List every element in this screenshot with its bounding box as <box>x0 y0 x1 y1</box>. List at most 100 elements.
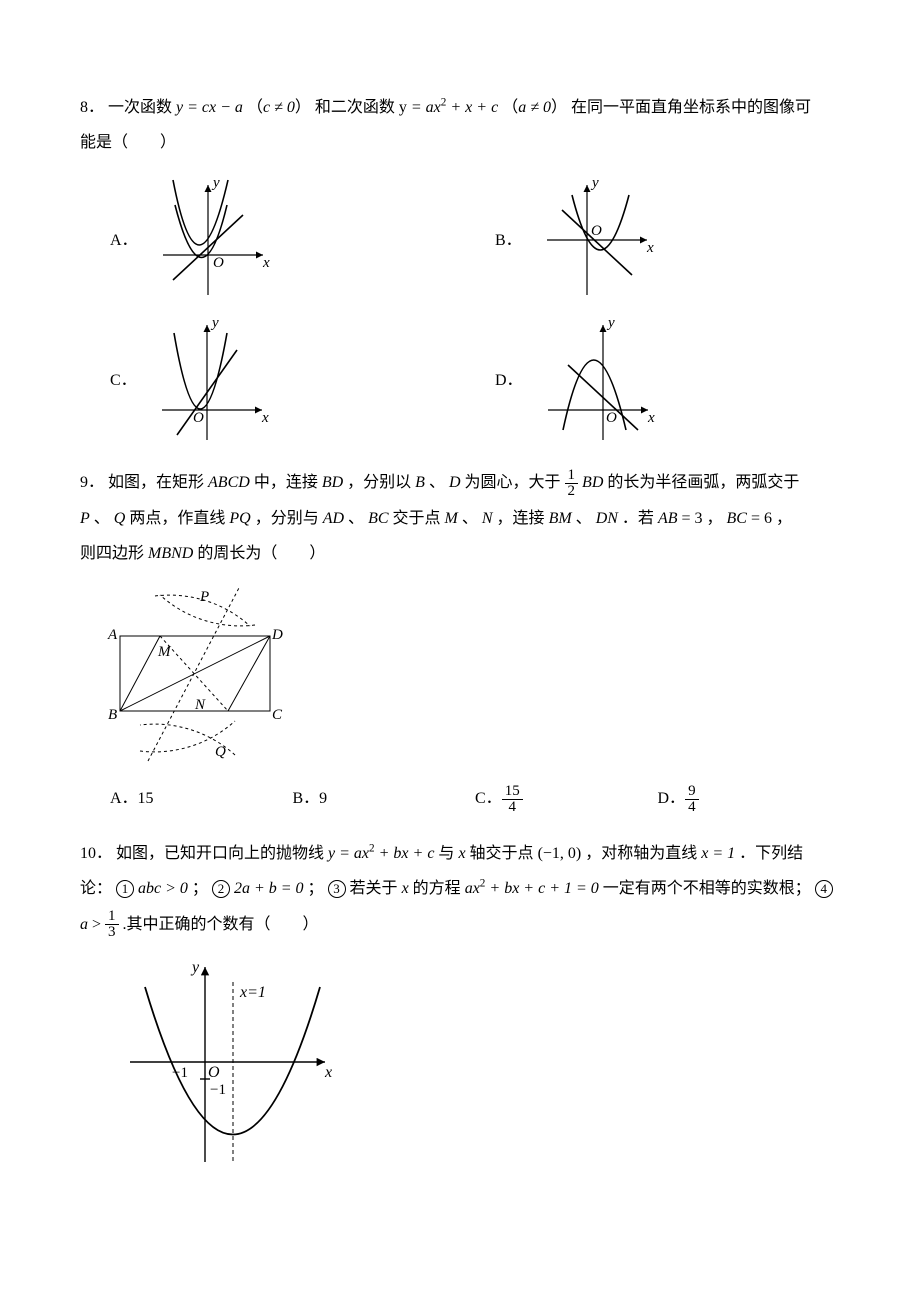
opt-a-label: A． <box>110 223 138 258</box>
question-10: 10． 如图，已知开口向上的抛物线 y = ax2 + bx + c 与 x 轴… <box>80 836 840 1172</box>
q8-cond1-close: ） <box>295 99 311 116</box>
q10-t4: ，对称轴为直线 <box>585 845 701 862</box>
q8-option-b: B． y x O <box>495 175 840 305</box>
q10-line2: 论： 1 abc > 0 ； 2 2a + b = 0 ； 3 若关于 x 的方… <box>80 871 840 906</box>
q8-cond1: c ≠ 0 <box>263 99 295 116</box>
q10-number: 10． <box>80 845 112 862</box>
q9-mbnd: MBND <box>148 545 193 562</box>
q8-option-c: C． y x O <box>110 315 455 445</box>
q9-t9: ，分别与 <box>255 510 323 527</box>
q9-m: M <box>445 510 458 527</box>
question-9: 9． 如图，在矩形 ABCD 中，连接 BD ，分别以 B 、 D 为圆心，大于… <box>80 465 840 816</box>
svg-text:Q: Q <box>215 744 226 760</box>
svg-text:O: O <box>591 223 602 239</box>
q10-eq2: x = 1 <box>701 845 735 862</box>
svg-text:x: x <box>646 240 654 256</box>
q10-t5: ．下列结 <box>739 845 803 862</box>
svg-text:x: x <box>647 410 655 426</box>
q9-t4: 、 <box>429 474 445 491</box>
q9-q: Q <box>114 510 126 527</box>
svg-text:P: P <box>199 589 209 605</box>
q10-pt: (−1, 0) <box>538 845 582 862</box>
q9-eq2: = 6 <box>747 510 772 527</box>
svg-text:y: y <box>211 175 220 191</box>
q10-eq1: y = ax2 + bx + c <box>328 845 434 862</box>
q9-opt-b: B．9 <box>293 781 476 816</box>
q9-t3: ，分别以 <box>347 474 415 491</box>
svg-text:x: x <box>324 1064 332 1081</box>
q8-mid: 和二次函数 <box>315 99 399 116</box>
q8-option-d: D． y x O <box>495 315 840 445</box>
q9-t4c: 、 <box>462 510 478 527</box>
q9-l3b: 的周长为（ ） <box>197 545 325 562</box>
q9-text-line2: P 、 Q 两点，作直线 PQ ，分别与 AD 、 BC 交于点 M 、 N ，… <box>80 501 840 536</box>
q10-t2: 与 <box>438 845 458 862</box>
q10-l2a: 论： <box>80 880 112 897</box>
q9-t11: ，连接 <box>497 510 549 527</box>
svg-text:M: M <box>157 644 172 660</box>
question-8: 8． 一次函数 y = cx − a （c ≠ 0） 和二次函数 y = ax2… <box>80 90 840 445</box>
q8-line2: 能是（ ） <box>80 125 840 160</box>
q9-opt-c: C．154 <box>475 781 658 816</box>
svg-text:y: y <box>190 959 200 976</box>
q9-half: 12 <box>565 468 579 499</box>
q10-s3a: 若关于 <box>346 880 402 897</box>
q9-t2: 中，连接 <box>254 474 322 491</box>
svg-text:N: N <box>194 697 206 713</box>
svg-text:O: O <box>606 410 617 426</box>
q10-t1: 如图，已知开口向上的抛物线 <box>116 845 328 862</box>
q9-b: B <box>415 474 425 491</box>
q10-sep1: ； <box>192 880 208 897</box>
svg-text:C: C <box>272 707 283 723</box>
q10-c4: 4 <box>815 880 833 898</box>
q10-line3: a > 13 .其中正确的个数有（ ） <box>80 907 840 942</box>
q10-x2: x <box>402 880 409 897</box>
q8-options: A． y x O B． y x O <box>110 175 840 445</box>
q8-graph-b: y x O <box>537 175 657 305</box>
q9-opt-d: D．94 <box>658 781 841 816</box>
q8-pre: 一次函数 <box>108 99 176 116</box>
q9-l3a: 则四边形 <box>80 545 148 562</box>
q8-eq1: y = cx − a <box>176 99 243 116</box>
q10-s1: abc > 0 <box>134 880 188 897</box>
q9-eq1: = 3 <box>677 510 702 527</box>
q8-option-a: A． y x O <box>110 175 455 305</box>
q10-s2: 2a + b = 0 <box>230 880 304 897</box>
q9-opt-a: A．15 <box>110 781 293 816</box>
q8-cond1-open: （ <box>247 99 263 116</box>
q9-bd2: BD <box>582 474 603 491</box>
q9-text-line3: 则四边形 MBND 的周长为（ ） <box>80 536 840 571</box>
q10-c1: 1 <box>116 880 134 898</box>
q9-options: A．15 B．9 C．154 D．94 <box>110 781 840 816</box>
q9-dn: DN <box>596 510 618 527</box>
svg-text:x=1: x=1 <box>239 984 266 1001</box>
q10-s4-frac: 13 <box>105 909 119 940</box>
svg-text:x: x <box>261 410 269 426</box>
opt-c-label: C． <box>110 363 137 398</box>
q10-l3: .其中正确的个数有（ ） <box>123 916 319 933</box>
q8-cond2: a ≠ 0 <box>518 99 551 116</box>
svg-text:B: B <box>108 707 117 723</box>
q9-p: P <box>80 510 90 527</box>
q10-sep2: ； <box>308 880 324 897</box>
q9-bc2: BC <box>727 510 747 527</box>
q10-c3: 3 <box>328 880 346 898</box>
svg-text:O: O <box>213 255 224 271</box>
svg-text:−1: −1 <box>210 1082 226 1098</box>
svg-text:x: x <box>262 255 270 271</box>
q9-t10: 交于点 <box>393 510 445 527</box>
q10-s3c: 一定有两个不相等的实数根； <box>599 880 811 897</box>
q10-c2: 2 <box>212 880 230 898</box>
q8-text: 8． 一次函数 y = cx − a （c ≠ 0） 和二次函数 y = ax2… <box>80 90 840 125</box>
q10-x: x <box>458 845 465 862</box>
svg-text:y: y <box>590 175 599 191</box>
q9-d: D <box>449 474 461 491</box>
q10-s4a: a <box>80 916 88 933</box>
q9-t13: ， <box>707 510 723 527</box>
svg-text:A: A <box>107 627 118 643</box>
q8-eq2: y = ax2 + x + c <box>399 99 498 116</box>
q9-pq: PQ <box>229 510 250 527</box>
q9-t5: 为圆心，大于 <box>465 474 565 491</box>
q8-cond2-close: ） <box>551 99 567 116</box>
q9-t1: 如图，在矩形 <box>108 474 208 491</box>
